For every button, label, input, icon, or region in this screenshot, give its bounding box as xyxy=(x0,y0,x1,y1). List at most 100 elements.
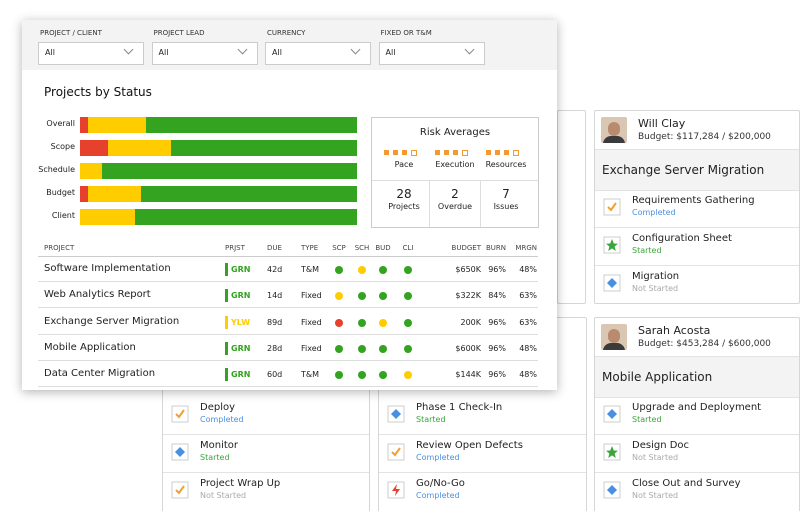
task-icon xyxy=(603,198,621,216)
risk-box: Risk Averages Pace Execution Resources 28 Pro… xyxy=(371,117,539,228)
bar-segment xyxy=(140,186,357,202)
indicator-dot xyxy=(335,318,343,327)
rating-square xyxy=(435,150,440,155)
filter-select[interactable]: All xyxy=(265,42,371,65)
indicator-dot xyxy=(335,292,343,301)
bar-segment xyxy=(80,186,89,202)
person-name: Sarah Acosta xyxy=(638,324,711,337)
task-divider xyxy=(595,434,799,435)
project-title: Exchange Server Migration xyxy=(602,163,765,177)
task-title: Close Out and Survey xyxy=(632,478,741,489)
task-divider xyxy=(595,472,799,473)
budget: 200K xyxy=(460,317,481,327)
filter-label: PROJECT / CLIENT xyxy=(40,29,102,37)
bar-segment xyxy=(171,140,357,156)
task-icon xyxy=(387,443,405,461)
filter-caret xyxy=(123,44,134,55)
stat-value: 2 xyxy=(451,187,459,201)
project-title: Mobile Application xyxy=(602,370,713,384)
row-divider xyxy=(38,333,538,335)
filter-select[interactable]: All xyxy=(151,42,258,65)
task-status: Started xyxy=(416,415,446,424)
avatar xyxy=(601,324,627,350)
rating-label: Pace xyxy=(394,160,414,169)
rating-square xyxy=(462,150,468,156)
risk-divider xyxy=(372,180,538,181)
row-divider xyxy=(38,386,538,388)
budget: Budget: $453,284 / $600,000 xyxy=(638,339,771,349)
indicator-dot xyxy=(379,344,387,353)
bar-segment xyxy=(88,117,147,133)
chart-title: Projects by Status xyxy=(44,85,152,99)
row-divider xyxy=(38,307,538,309)
column-header: BUD xyxy=(375,244,391,252)
task-divider xyxy=(379,434,586,435)
row-divider xyxy=(38,281,538,282)
stat-divider xyxy=(480,181,481,227)
task-status: Started xyxy=(632,246,662,255)
filter-label: CURRENCY xyxy=(267,29,306,37)
margin: 63% xyxy=(519,291,537,301)
project-name: Data Center Migration xyxy=(44,368,156,380)
column-header: TYPE xyxy=(301,244,319,252)
status-bar xyxy=(225,289,228,303)
category-label: Scope xyxy=(50,142,75,151)
bar-segment xyxy=(107,140,172,156)
indicator-dot xyxy=(379,318,387,327)
budget: $600K xyxy=(455,343,481,353)
bar-segment xyxy=(80,209,136,225)
task-icon xyxy=(387,405,405,423)
task-status: Started xyxy=(632,415,662,424)
indicator-dot xyxy=(404,318,412,327)
due: 60d xyxy=(267,370,283,380)
task-title: Monitor xyxy=(200,440,239,451)
contract-type: T&M xyxy=(301,265,320,274)
indicator-dot xyxy=(335,371,343,380)
filter-select[interactable]: All xyxy=(378,42,485,65)
task-status: Completed xyxy=(632,208,676,217)
indicator-dot xyxy=(404,266,412,274)
budget: $650K xyxy=(455,265,481,274)
column-header: BURN xyxy=(485,244,506,252)
margin: 48% xyxy=(519,370,537,380)
burn: 84% xyxy=(488,291,506,301)
filter-select[interactable]: All xyxy=(38,42,144,65)
rating-label: Execution xyxy=(435,160,475,169)
task-status: Started xyxy=(200,453,230,462)
margin: 48% xyxy=(519,343,537,353)
task-title: Go/No-Go xyxy=(416,478,465,489)
margin: 48% xyxy=(519,265,537,274)
project-name: Software Implementation xyxy=(44,263,171,274)
task-title: Review Open Defects xyxy=(416,440,523,451)
indicator-dot xyxy=(335,344,343,353)
task-icon xyxy=(603,405,621,423)
indicator-dot xyxy=(404,371,412,380)
icon-diamond xyxy=(607,485,617,495)
indicator-dot xyxy=(379,292,387,301)
person-name: Will Clay xyxy=(638,117,686,130)
bar-segment xyxy=(80,163,103,179)
rating-square xyxy=(513,150,519,156)
header-rule xyxy=(38,256,538,257)
status-code: GRN xyxy=(231,370,251,380)
icon-check xyxy=(607,202,617,212)
bar-segment xyxy=(102,163,357,179)
task-status: Not Started xyxy=(200,491,247,500)
rating-square xyxy=(411,150,417,156)
task-title: Phase 1 Check-In xyxy=(416,402,503,413)
rating-label: Resources xyxy=(485,160,527,169)
indicator-dot xyxy=(358,292,366,301)
filter-caret xyxy=(237,44,247,55)
indicator-dot xyxy=(358,318,366,327)
burn: 96% xyxy=(488,370,506,380)
icon-check xyxy=(175,409,185,419)
status-bar xyxy=(225,315,228,329)
task-title: Configuration Sheet xyxy=(632,233,732,244)
due: 42d xyxy=(267,265,283,274)
budget: $322K xyxy=(455,291,481,301)
indicator-dot xyxy=(404,292,412,301)
task-title: Project Wrap Up xyxy=(200,478,281,489)
task-status: Completed xyxy=(416,453,460,462)
column-header: PROJECT xyxy=(44,244,75,252)
